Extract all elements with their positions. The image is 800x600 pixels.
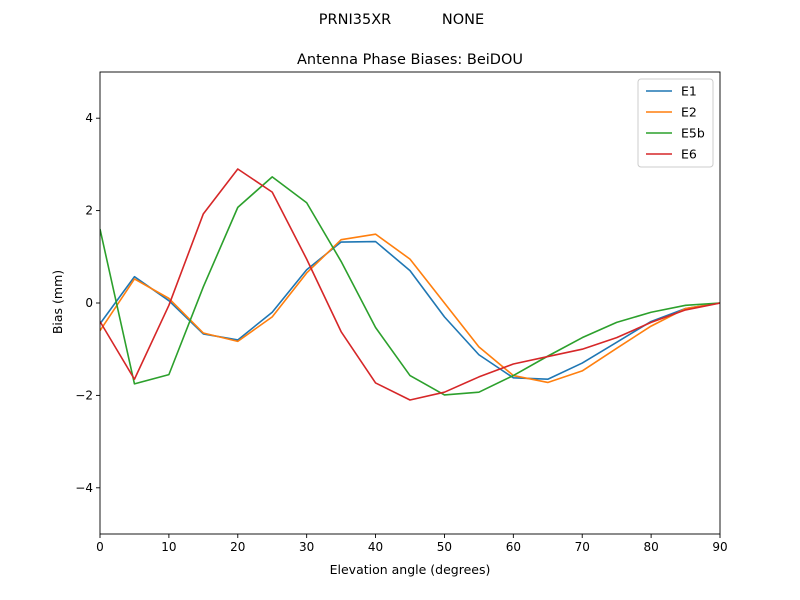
x-tick-label: 30 bbox=[299, 540, 314, 554]
figure-suptitle-left: PRNI35XR bbox=[319, 12, 391, 28]
series-line-e1 bbox=[100, 240, 720, 381]
x-tick-label: 90 bbox=[712, 540, 727, 554]
legend-label-e1: E1 bbox=[681, 84, 697, 99]
x-tick-label: 50 bbox=[437, 540, 452, 554]
series-group bbox=[100, 168, 720, 401]
series-line-e6 bbox=[100, 168, 720, 401]
x-tick-label: 60 bbox=[506, 540, 521, 554]
x-axis-label: Elevation angle (degrees) bbox=[330, 562, 491, 577]
x-tick-label: 10 bbox=[161, 540, 176, 554]
plot-frame bbox=[99, 71, 721, 535]
x-tick-label: 20 bbox=[230, 540, 245, 554]
y-tick-label: 0 bbox=[85, 296, 93, 310]
x-tick-label: 40 bbox=[368, 540, 383, 554]
legend-box bbox=[637, 78, 714, 168]
chart-title: Antenna Phase Biases: BeiDOU bbox=[297, 52, 523, 68]
legend-label-e6: E6 bbox=[681, 147, 697, 162]
y-tick-label: 4 bbox=[85, 111, 93, 125]
series-line-e5b bbox=[100, 176, 720, 396]
y-axis-ticks: −4 −2 0 2 4 bbox=[75, 111, 100, 495]
x-axis-ticks: 0 10 20 30 40 50 60 70 80 90 bbox=[96, 534, 728, 554]
x-tick-label: 80 bbox=[643, 540, 658, 554]
y-tick-label: −2 bbox=[75, 388, 93, 402]
x-tick-label: 70 bbox=[575, 540, 590, 554]
y-axis-label: Bias (mm) bbox=[50, 270, 65, 334]
series-line-e2 bbox=[100, 233, 720, 384]
legend-label-e2: E2 bbox=[681, 105, 697, 120]
x-tick-label: 0 bbox=[96, 540, 104, 554]
legend-label-e5b: E5b bbox=[681, 126, 705, 141]
legend: E1 E2 E5b E6 bbox=[637, 78, 714, 168]
y-tick-label: 2 bbox=[85, 204, 93, 218]
plot-area bbox=[99, 71, 721, 535]
figure-suptitle-right: NONE bbox=[442, 12, 484, 28]
y-tick-label: −4 bbox=[75, 481, 93, 495]
